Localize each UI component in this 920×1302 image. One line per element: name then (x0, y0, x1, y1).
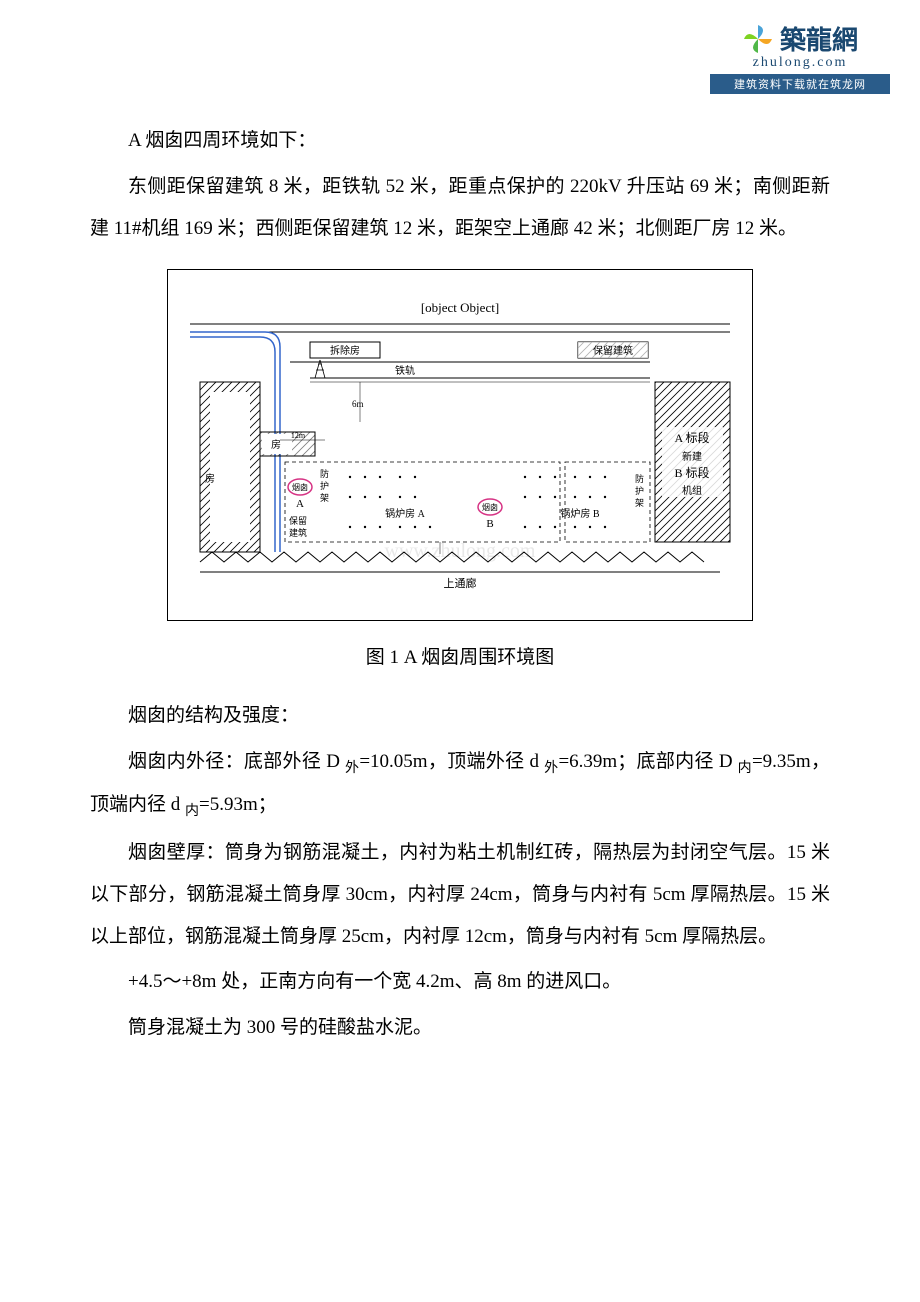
label-fang-small: 房 (271, 438, 281, 451)
diagram-svg: www.zhulong.com [object Object] 拆除房 保留建筑 (180, 282, 740, 592)
p4-sub1: 外 (345, 761, 359, 776)
p4-e: =5.93m； (199, 794, 277, 815)
paragraph-3: 烟囱的结构及强度： (90, 695, 830, 737)
logo-banner-text: 建筑资料下载就在筑龙网 (710, 74, 890, 94)
label-mark-b: B (486, 518, 493, 530)
paragraph-5: 烟囱壁厚：筒身为钢筋混凝土，内衬为粘土机制红砖，隔热层为封闭空气层。15 米以下… (90, 832, 830, 957)
p4-c: =6.39m；底部内径 D (558, 751, 737, 772)
label-shield-a2: 护 (320, 480, 329, 491)
label-section-b: B 标段 (674, 465, 709, 480)
paragraph-6: +4.5～+8m 处，正南方向有一个宽 4.2m、高 8m 的进风口。 (90, 961, 830, 1003)
diagram-title: [object Object] (421, 300, 499, 315)
label-shield-b1: 防 (635, 473, 644, 484)
paragraph-7: 筒身混凝土为 300 号的硅酸盐水泥。 (90, 1007, 830, 1049)
document-body: A 烟囱四周环境如下： 东侧距保留建筑 8 米，距铁轨 52 米，距重点保护的 … (0, 0, 920, 1093)
label-chimney-b: 烟囱 (482, 502, 498, 512)
label-shield-b3: 架 (635, 498, 644, 508)
paragraph-4: 烟囱内外径：底部外径 D 外=10.05m，顶端外径 d 外=6.39m；底部内… (90, 741, 830, 828)
p4-b: =10.05m，顶端外径 d (359, 751, 544, 772)
label-shield-a3: 架 (320, 493, 329, 503)
logo-domain-text: zhulong.com (710, 55, 890, 71)
p4-sub4: 内 (185, 804, 199, 819)
site-logo: 築龍網 zhulong.com 建筑资料下载就在筑龙网 (710, 20, 890, 94)
label-boiler-b: 锅炉房 B (560, 507, 599, 520)
paragraph-2: 东侧距保留建筑 8 米，距铁轨 52 米，距重点保护的 220kV 升压站 69… (90, 166, 830, 250)
label-preserve: 保留建筑 (593, 344, 633, 357)
label-section-a: A 标段 (674, 430, 709, 445)
label-chimney-a: 烟囱 (292, 482, 308, 492)
logo-brand-text: 築龍網 (780, 20, 858, 57)
label-corridor: 上通廊 (444, 576, 477, 590)
figure-1: www.zhulong.com [object Object] 拆除房 保留建筑 (167, 269, 753, 621)
figure-1-wrap: www.zhulong.com [object Object] 拆除房 保留建筑 (90, 269, 830, 621)
label-boiler-a: 锅炉房 A (385, 507, 425, 520)
label-shield-a1: 防 (320, 468, 329, 479)
label-demolish: 拆除房 (330, 344, 360, 357)
label-mark-a: A (296, 498, 304, 510)
label-xinjian: 新建 (682, 450, 702, 463)
label-shield-b2: 护 (635, 485, 644, 496)
label-baoliu1: 保留 (289, 515, 307, 526)
pinwheel-icon (742, 23, 774, 55)
p4-a: 烟囱内外径：底部外径 D (128, 751, 345, 772)
label-baoliu2: 建筑 (289, 527, 307, 538)
paragraph-1: A 烟囱四周环境如下： (90, 120, 830, 162)
label-jizu: 机组 (682, 484, 702, 497)
label-rail: 铁轨 (395, 364, 415, 377)
logo-top-row: 築龍網 (710, 20, 890, 57)
p4-sub2: 外 (544, 761, 558, 776)
label-fang-left: 房 (205, 472, 215, 485)
figure-caption: 图 1 A 烟囱周围环境图 (90, 637, 830, 679)
label-6m: 6m (352, 399, 364, 409)
p4-sub3: 内 (738, 761, 752, 776)
label-12m: 12m (291, 431, 306, 440)
